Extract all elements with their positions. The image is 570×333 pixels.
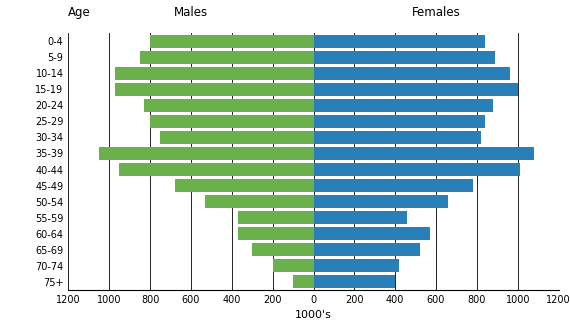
Bar — [144, 99, 314, 112]
Bar — [314, 51, 495, 64]
Text: Females: Females — [412, 6, 461, 19]
X-axis label: 1000's: 1000's — [295, 310, 332, 320]
Bar — [252, 243, 314, 256]
Bar — [174, 179, 314, 192]
Bar — [314, 35, 485, 48]
Bar — [314, 147, 534, 160]
Bar — [99, 147, 314, 160]
Bar — [140, 51, 314, 64]
Bar — [160, 131, 314, 144]
Bar — [314, 259, 399, 272]
Bar — [314, 195, 449, 208]
Bar — [150, 115, 314, 128]
Bar — [314, 275, 395, 288]
Bar — [314, 227, 430, 240]
Bar — [314, 163, 520, 176]
Text: Age: Age — [68, 6, 91, 19]
Bar — [115, 83, 314, 96]
Bar — [314, 115, 485, 128]
Bar — [314, 243, 420, 256]
Bar — [293, 275, 314, 288]
Bar — [314, 67, 510, 80]
Bar — [150, 35, 314, 48]
Bar — [238, 227, 314, 240]
Bar — [238, 211, 314, 224]
Bar — [314, 211, 408, 224]
Bar — [272, 259, 314, 272]
Bar — [314, 131, 481, 144]
Bar — [120, 163, 314, 176]
Text: Males: Males — [174, 6, 208, 19]
Bar — [314, 99, 493, 112]
Bar — [314, 179, 473, 192]
Bar — [314, 83, 518, 96]
Bar — [115, 67, 314, 80]
Bar — [205, 195, 314, 208]
